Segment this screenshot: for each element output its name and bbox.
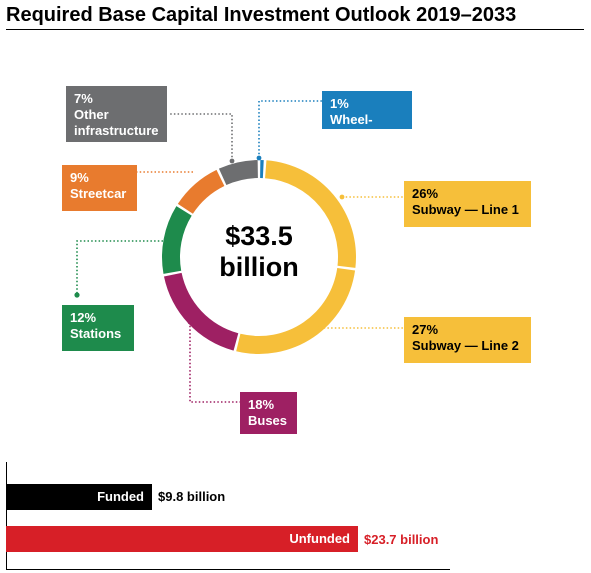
slice-label-wheel-trans: 1% Wheel-Trans [322, 91, 412, 143]
leader-dot [256, 155, 262, 161]
slice-percent: 26% [412, 186, 439, 201]
slice-percent: 18% [248, 397, 275, 412]
leader-line [258, 100, 322, 158]
donut-slice-wheel-trans [260, 160, 264, 179]
slice-name-line: infrastructure [74, 123, 159, 138]
slice-name: Wheel-Trans [330, 112, 373, 143]
funded-value: $9.8 billion [158, 489, 226, 504]
donut-center-label: $33.5 billion [199, 221, 319, 283]
funding-baseline [6, 569, 450, 570]
slice-percent: 9% [70, 170, 89, 185]
donut-center-amount: $33.5 [225, 221, 293, 251]
leader-dot [74, 292, 80, 298]
slice-label-subway-line-1: 26% Subway — Line 1 [404, 181, 531, 227]
leader-dot [339, 194, 345, 200]
donut-slice-streetcar [177, 169, 225, 214]
leader-dot [229, 158, 235, 164]
slice-label-stations: 12% Stations [62, 305, 134, 351]
donut-slice-other-infrastructure [218, 160, 258, 186]
leader-dot [317, 325, 323, 331]
donut-slice-subway-line-1 [265, 160, 356, 268]
donut-chart [74, 100, 404, 403]
slice-label-other-infrastructure: 7% Other infrastructure [66, 86, 167, 142]
leader-line [169, 113, 233, 161]
title-rule [6, 29, 584, 30]
donut-center-unit: billion [219, 252, 299, 282]
slice-name: Subway — Line 1 [412, 202, 519, 217]
unfunded-value: $23.7 billion [364, 532, 439, 547]
donut-slice-stations [162, 206, 192, 274]
slice-name-line: Other [74, 107, 109, 122]
slice-name: Subway — Line 2 [412, 338, 519, 353]
unfunded-bar: Unfunded [6, 526, 358, 552]
leader-line [76, 240, 163, 295]
funded-bar: Funded [6, 484, 152, 510]
slice-name: Streetcar [70, 186, 127, 201]
slice-percent: 7% [74, 91, 93, 106]
slice-percent: 27% [412, 322, 439, 337]
leader-line [189, 322, 240, 403]
leader-dot [187, 319, 193, 325]
slice-label-buses: 18% Buses [240, 392, 297, 434]
donut-slice-buses [163, 272, 239, 351]
unfunded-bar-label: Unfunded [289, 531, 350, 546]
funding-axis [6, 462, 7, 570]
donut-slice-subway-line-2 [236, 267, 356, 354]
slice-name: Stations [70, 326, 122, 341]
slice-label-subway-line-2: 27% Subway — Line 2 [404, 317, 531, 363]
slice-percent: 1% [330, 96, 349, 111]
chart-title: Required Base Capital Investment Outlook… [6, 4, 517, 26]
funded-bar-label: Funded [97, 489, 144, 504]
slice-label-streetcar: 9% Streetcar [62, 165, 137, 211]
slice-name: Buses [248, 413, 288, 428]
slice-percent: 12% [70, 310, 97, 325]
